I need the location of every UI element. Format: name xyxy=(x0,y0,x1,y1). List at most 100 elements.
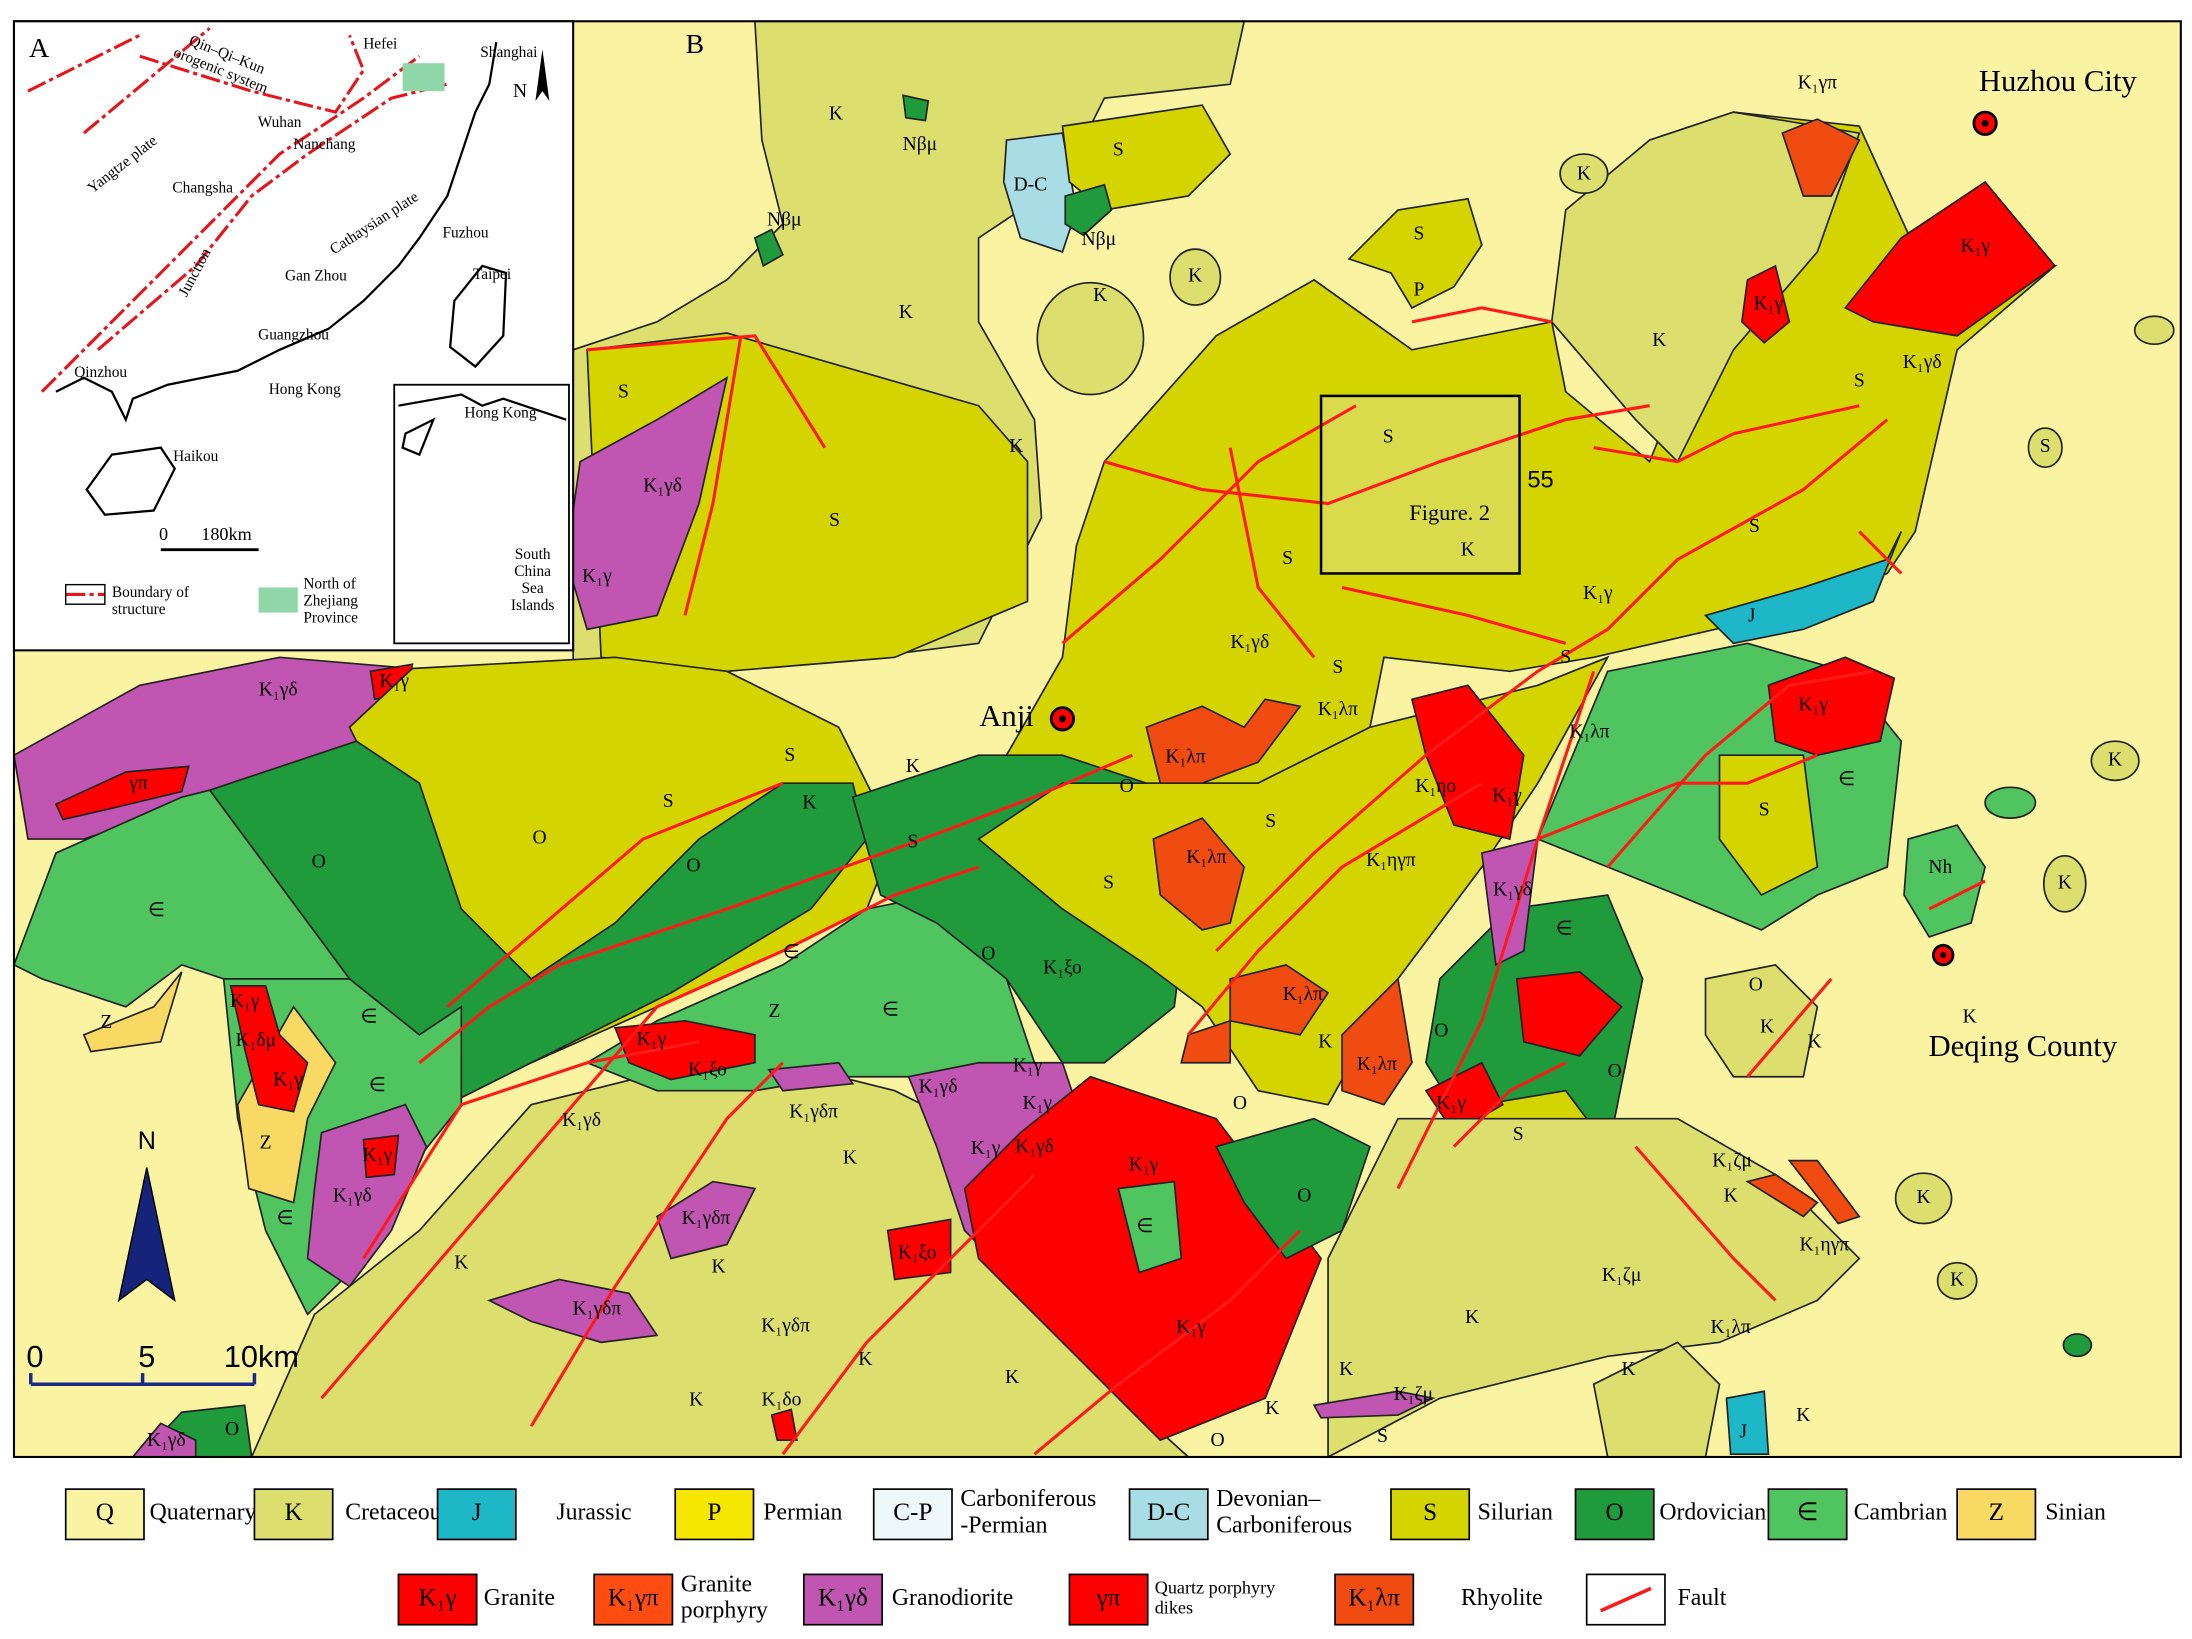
fault xyxy=(683,335,743,616)
unit-label: K₁λπ xyxy=(1569,721,1609,742)
unit-k xyxy=(2027,427,2063,469)
unit-label: K xyxy=(1465,1307,1479,1328)
unit-label: ∈ xyxy=(277,1208,294,1229)
unit-label: S xyxy=(1103,872,1114,893)
unit-label: K₁ζμ xyxy=(1712,1150,1752,1171)
unit-label: K₁γ xyxy=(1583,583,1613,604)
sub-inset-frame xyxy=(393,383,570,645)
unit-label: Z xyxy=(768,1001,780,1022)
unit-label: S xyxy=(1759,800,1770,821)
study-area xyxy=(402,63,445,92)
unit-label: K₁γδ xyxy=(562,1110,601,1131)
fault xyxy=(1215,418,1889,952)
city-marker-dot xyxy=(1058,715,1066,723)
legend-swatch xyxy=(872,1488,953,1541)
place-name: Hong Kong xyxy=(269,381,341,398)
scale-label: 0 xyxy=(26,1339,43,1374)
unit-label: γπ xyxy=(128,773,148,794)
place-name: Changsha xyxy=(172,180,233,197)
unit-label: K xyxy=(1009,436,1023,457)
unit-granite-porphyry xyxy=(1781,118,1861,197)
legend-symbol: D-C xyxy=(1147,1499,1190,1526)
legend-swatch xyxy=(64,1488,145,1541)
unit-label: O xyxy=(1233,1093,1247,1114)
unit-rhyolite xyxy=(1180,963,1330,1064)
fault xyxy=(529,1061,784,1428)
sub-inset-coast xyxy=(398,393,567,457)
unit-label: P xyxy=(1413,280,1424,301)
fault xyxy=(1103,404,1650,506)
legend-label: Granite xyxy=(484,1585,555,1611)
unit-label: Z xyxy=(260,1132,272,1153)
unit-label: K₁γ xyxy=(363,1145,393,1166)
inset-legend-label: North of Zhejiang Province xyxy=(303,575,358,626)
unit-label: K xyxy=(1339,1359,1353,1380)
unit-label: K₁γ xyxy=(1754,294,1784,315)
unit-label: K xyxy=(1577,164,1591,185)
legend-symbol: K₁γ xyxy=(419,1584,457,1611)
unit-k xyxy=(2133,315,2175,346)
unit-label: D-C xyxy=(1013,175,1047,196)
unit-label: K xyxy=(1950,1269,1964,1290)
unit-label: K₁γ xyxy=(1129,1155,1159,1176)
legend-label: Jurassic xyxy=(556,1500,631,1526)
unit-label: K₁λπ xyxy=(1186,847,1226,868)
legend-label: Silurian xyxy=(1478,1500,1553,1526)
unit-label: S xyxy=(1377,1426,1388,1447)
coastline xyxy=(55,42,498,423)
unit-granite xyxy=(1740,264,1791,344)
unit-label: K xyxy=(1093,285,1107,306)
inset-legend-label-line: structure xyxy=(112,600,166,617)
unit-label: Nβμ xyxy=(767,210,802,231)
fault xyxy=(1396,670,1596,1190)
unit-label: K₁γ xyxy=(1798,695,1828,716)
legend-label-line: Devonian– xyxy=(1216,1487,1321,1513)
unit-label: K₁γδπ xyxy=(682,1208,731,1229)
legend-label: Rhyolite xyxy=(1461,1585,1543,1611)
legend-swatch xyxy=(1956,1488,2037,1541)
scale-label: 5 xyxy=(138,1339,155,1374)
unit-granodiorite xyxy=(656,1180,757,1260)
legend-label: Ordovician xyxy=(1659,1500,1766,1526)
place-name: Hong Kong xyxy=(464,405,536,422)
legend-symbol: K₁γπ xyxy=(608,1584,659,1611)
legend-symbol: S xyxy=(1423,1499,1437,1526)
unit-granite-porphyry xyxy=(1745,1173,1819,1218)
place-name: Shanghai xyxy=(480,44,537,61)
panel-label: A xyxy=(29,33,49,64)
legend-swatch xyxy=(593,1573,674,1626)
unit-granite xyxy=(229,985,309,1113)
unit-label: O xyxy=(312,851,326,872)
unit-label: K xyxy=(899,302,913,323)
inset-legend-label-line: Zhejiang xyxy=(303,592,358,609)
unit-label: K₁γδ xyxy=(1493,879,1532,900)
unit-label: O xyxy=(686,856,700,877)
unit-label: S xyxy=(1282,548,1293,569)
place-name: Fuzhou xyxy=(442,224,488,241)
legend-swatch xyxy=(436,1488,517,1541)
unit-label: S xyxy=(1513,1124,1524,1145)
legend-label-line: Granite xyxy=(681,1572,752,1598)
unit-label: K₁ζμ xyxy=(1602,1265,1642,1286)
scale-label: 0 xyxy=(159,524,168,544)
unit-label: K xyxy=(1318,1032,1332,1053)
unit-label: S xyxy=(829,510,840,531)
unit-label: O xyxy=(1120,776,1134,797)
inset-legend-label: Boundary of structure xyxy=(112,583,190,617)
unit-label: K xyxy=(454,1253,468,1274)
unit-s xyxy=(1718,754,1819,897)
unit-o xyxy=(1064,183,1113,237)
unit-label: K₁γδ xyxy=(1015,1137,1054,1158)
legend-symbol: Z xyxy=(1989,1499,2004,1526)
unit-k xyxy=(1550,111,1861,464)
fault xyxy=(1033,1229,1302,1456)
place-name-line: Sea xyxy=(522,579,544,596)
scale-bar xyxy=(29,1373,257,1387)
unit-k xyxy=(2090,740,2140,782)
place-name-line: China xyxy=(514,563,551,580)
place-name: South China Sea Islands xyxy=(511,546,555,614)
fault xyxy=(446,781,784,1008)
unit-label: K xyxy=(1188,266,1202,287)
unit-label: S xyxy=(663,791,674,812)
city-marker-dot xyxy=(1981,119,1989,127)
